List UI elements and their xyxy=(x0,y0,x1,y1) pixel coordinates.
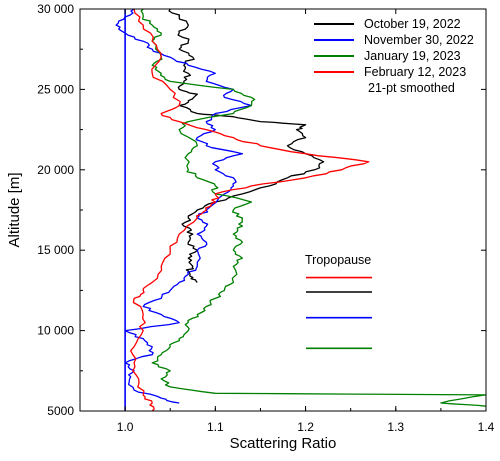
series-line xyxy=(140,9,486,407)
y-tick-label: 10 000 xyxy=(37,324,74,338)
series-line xyxy=(168,9,325,283)
x-tick-label: 1.1 xyxy=(207,420,224,434)
y-tick-label: 25 000 xyxy=(37,82,74,96)
y-axis: 5000 10 000 15 000 20 000 25 000 30 000 xyxy=(37,2,486,418)
y-tick-label: 20 000 xyxy=(37,163,74,177)
x-axis-title: Scattering Ratio xyxy=(230,435,337,452)
legend-label: October 19, 2022 xyxy=(364,17,461,31)
y-tick-label: 15 000 xyxy=(37,243,74,257)
legend-label: January 19, 2023 xyxy=(364,49,461,63)
tropopause-label: Tropopause xyxy=(305,253,371,267)
y-tick-label: 30 000 xyxy=(37,2,74,16)
y-tick-label: 5000 xyxy=(47,404,74,418)
series-line xyxy=(130,9,370,411)
series-line xyxy=(115,9,253,404)
x-tick-label: 1.3 xyxy=(387,420,404,434)
legend: October 19, 2022 November 30, 2022 January… xyxy=(314,17,474,79)
x-tick-label: 1.0 xyxy=(117,420,134,434)
tropopause-marks xyxy=(306,276,372,350)
x-tick-label: 1.4 xyxy=(478,420,495,434)
legend-label: November 30, 2022 xyxy=(364,33,474,47)
x-axis: 1.0 1.1 1.2 1.3 1.4 xyxy=(79,9,495,434)
y-axis-title: Altitude [m] xyxy=(6,172,23,247)
x-tick-label: 1.2 xyxy=(297,420,314,434)
legend-note: 21-pt smoothed xyxy=(368,81,455,95)
plot-area xyxy=(115,9,486,411)
legend-label: February 12, 2023 xyxy=(364,65,466,79)
